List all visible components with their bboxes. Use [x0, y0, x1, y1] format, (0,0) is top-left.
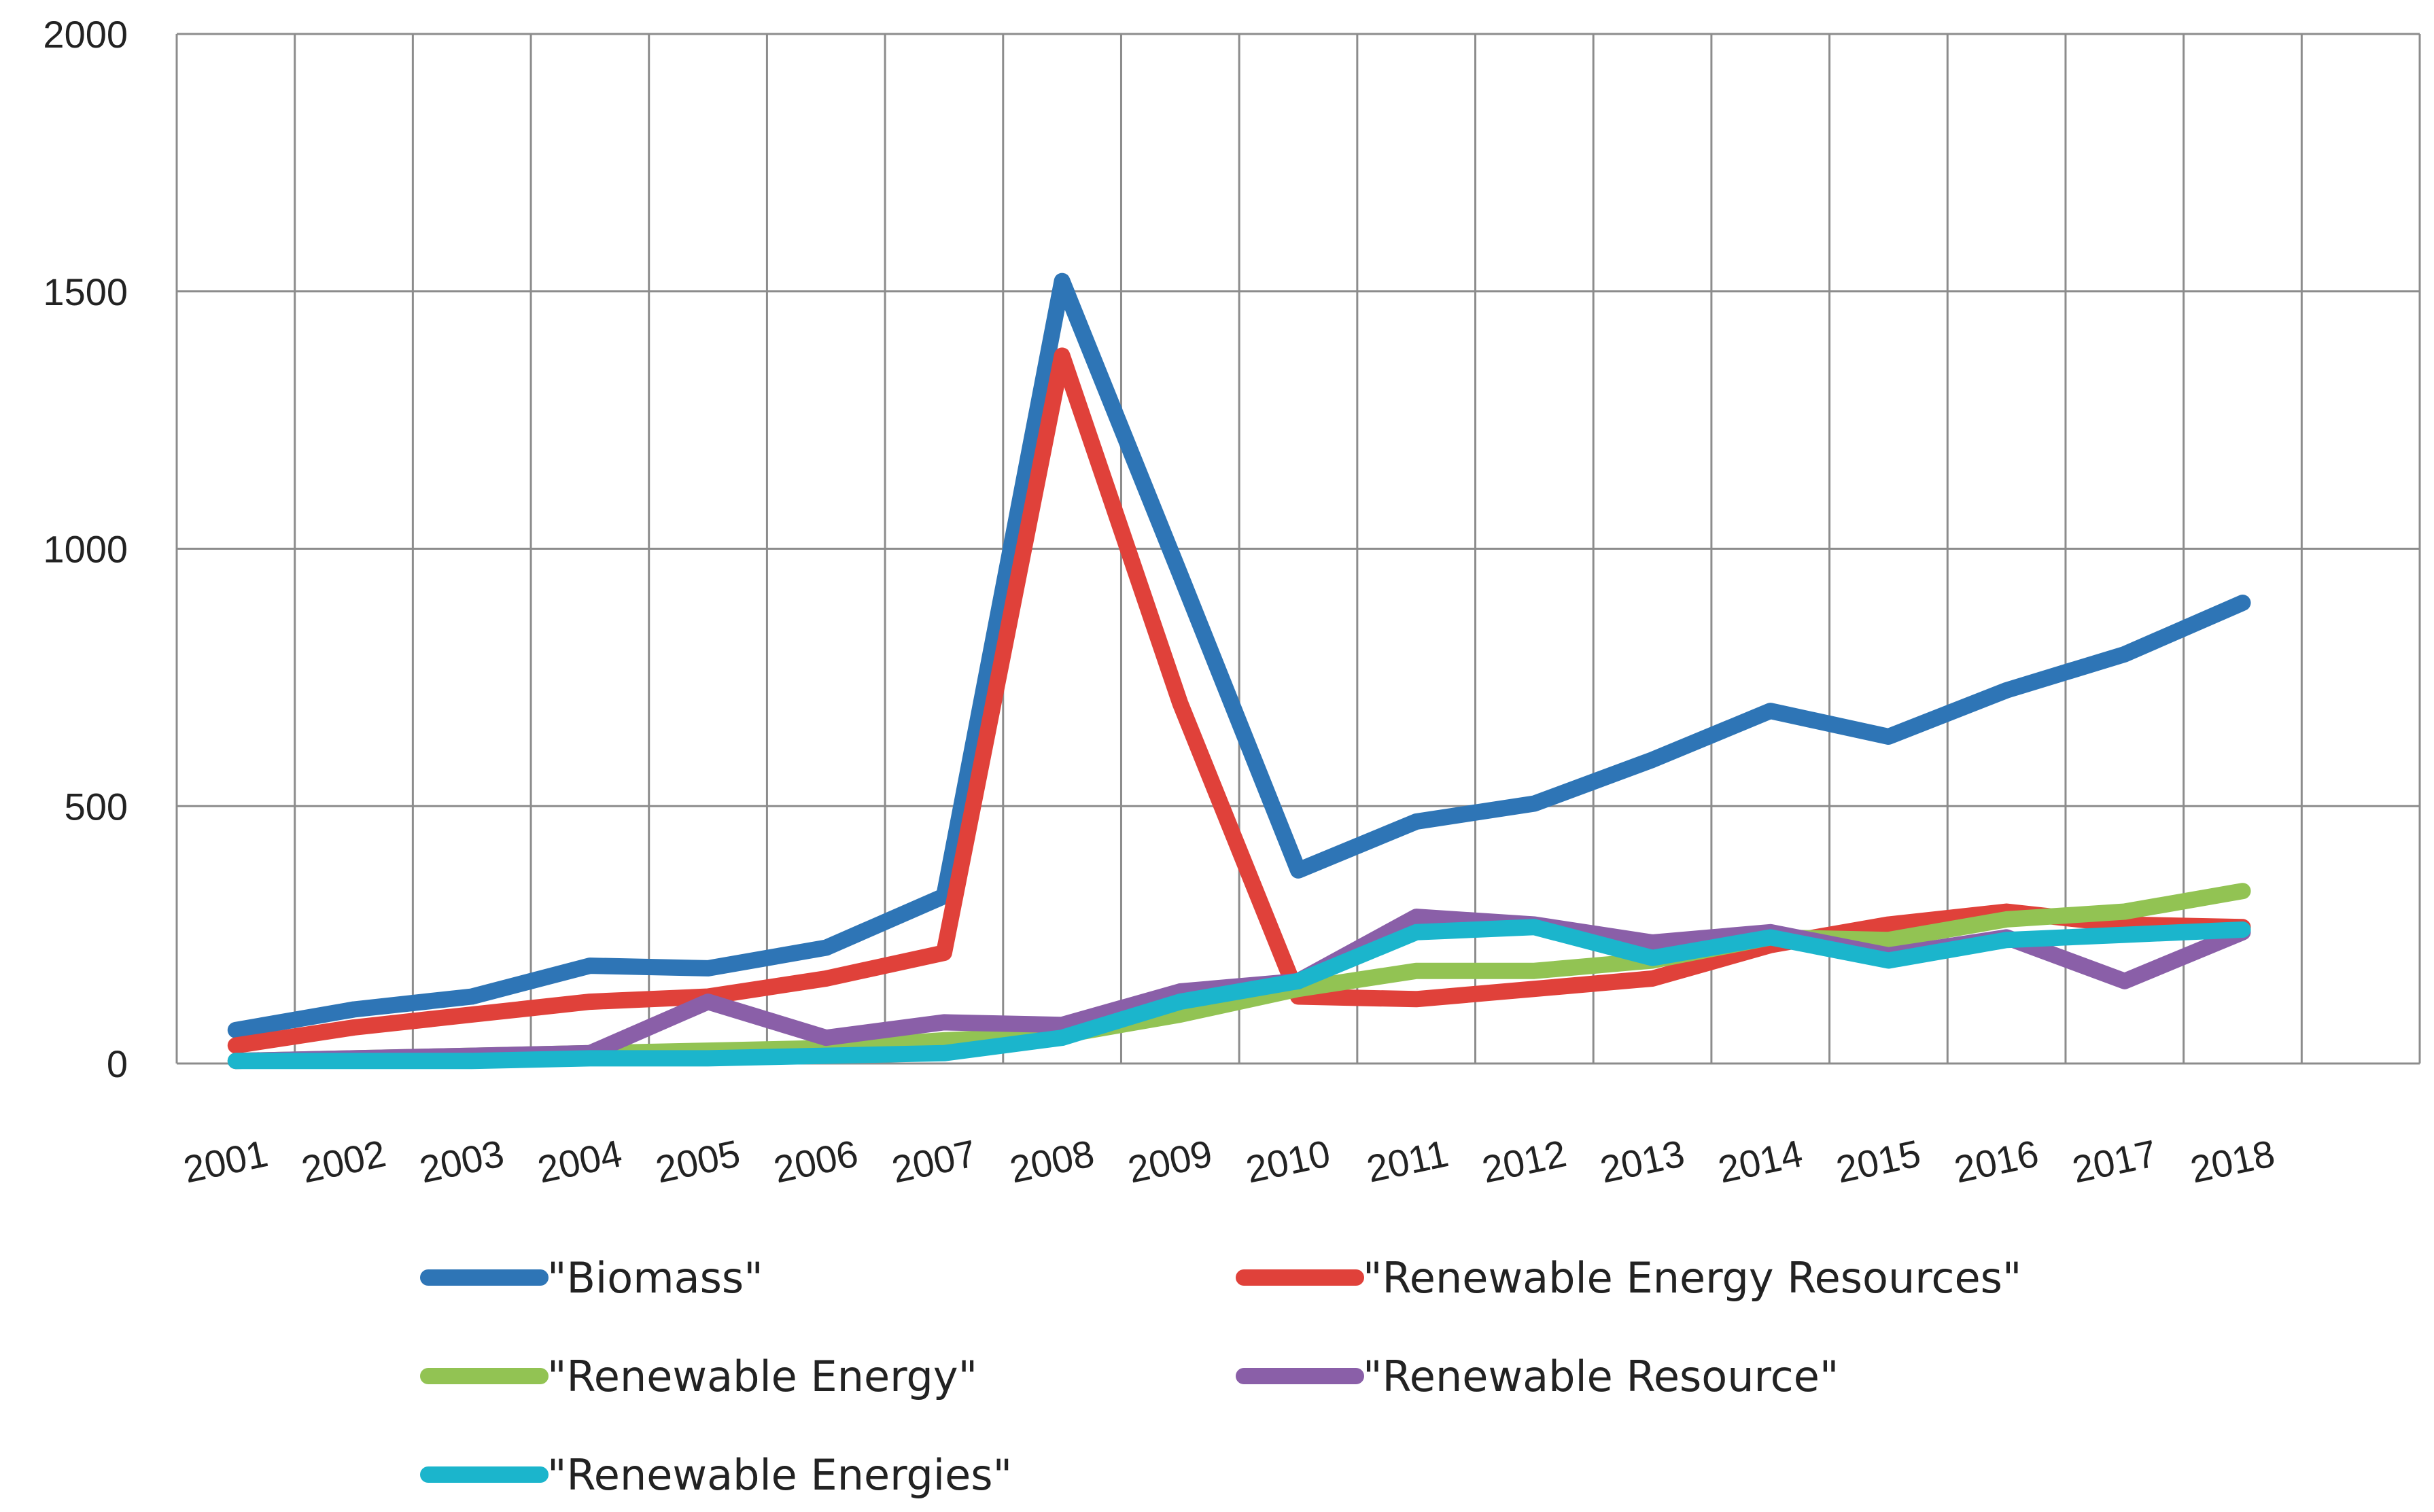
x-tick-label: 2006	[770, 1131, 862, 1191]
series-line-2	[227, 347, 2251, 1054]
x-tick-label: 2003	[416, 1131, 508, 1191]
x-tick-label: 2008	[1006, 1131, 1098, 1191]
y-tick-label: 1000	[43, 528, 128, 571]
y-tick-label: 2000	[43, 13, 128, 56]
legend: "Biomass" "Renewable Energy Resources" "Re…	[420, 1253, 2021, 1500]
legend-label: "Renewable Energies"	[547, 1450, 1012, 1500]
legend-label: "Renewable Resource"	[1363, 1352, 1839, 1401]
y-tick-label: 500	[65, 785, 128, 828]
x-tick-label: 2018	[2187, 1131, 2278, 1191]
x-tick-label: 2014	[1714, 1131, 1806, 1191]
x-tick-label: 2012	[1478, 1131, 1570, 1191]
legend-label: "Renewable Energy Resources"	[1363, 1253, 2021, 1303]
x-tick-label: 2004	[534, 1131, 625, 1191]
y-tick-label: 1500	[43, 270, 128, 313]
x-tick-label: 2011	[1363, 1131, 1452, 1191]
x-tick-label: 2001	[179, 1131, 271, 1191]
x-tick-label: 2002	[298, 1131, 389, 1191]
x-tick-label: 2009	[1124, 1131, 1216, 1191]
x-tick-label: 2015	[1832, 1131, 1924, 1191]
legend-label: "Renewable Energy"	[547, 1352, 977, 1401]
x-tick-label: 2017	[2068, 1131, 2160, 1191]
legend-label: "Biomass"	[547, 1253, 763, 1303]
y-axis-ticks: 0 500 1000 1500 2000	[43, 13, 128, 1085]
series-layer	[227, 272, 2251, 1070]
grid	[175, 33, 2421, 1065]
series-line-5	[227, 919, 2251, 1070]
y-tick-label: 0	[107, 1042, 128, 1085]
series-line-1	[227, 272, 2251, 1038]
x-tick-label: 2007	[888, 1131, 979, 1191]
x-axis-ticks: 2001 2002 2003 2004 2005 2006 2007 2008 2009 2010…	[179, 1131, 2278, 1191]
x-tick-label: 2013	[1597, 1131, 1688, 1191]
x-tick-label: 2010	[1242, 1131, 1334, 1191]
x-tick-label: 2016	[1951, 1131, 2042, 1191]
x-tick-label: 2005	[652, 1131, 744, 1191]
